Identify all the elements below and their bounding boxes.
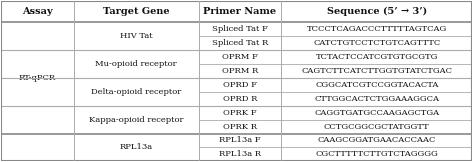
Bar (0, 133, 472, 147)
Text: Target Gene: Target Gene (103, 7, 170, 16)
Bar (0, 1, 472, 22)
Text: RPL13a: RPL13a (120, 143, 153, 151)
Bar (0, 106, 472, 120)
Text: TCTACTCCATCGTGTGCGTG: TCTACTCCATCGTGTGCGTG (316, 53, 438, 61)
Text: OPRK F: OPRK F (223, 109, 257, 117)
Bar (0, 36, 472, 50)
Text: TCCCTCAGACCCTTTTTAGTCAG: TCCCTCAGACCCTTTTTAGTCAG (307, 25, 447, 33)
Text: CAGTCTTCATCTTGGTGTATCTGAC: CAGTCTTCATCTTGGTGTATCTGAC (301, 67, 452, 75)
Text: CATCTGTCCTCTGTCAGTTTC: CATCTGTCCTCTGTCAGTTTC (313, 39, 440, 47)
Text: RPL13a F: RPL13a F (219, 136, 261, 145)
Bar (0, 78, 472, 92)
Text: Spliced Tat R: Spliced Tat R (212, 39, 268, 47)
Bar (0, 92, 472, 106)
Text: RT-qPCR: RT-qPCR (18, 74, 56, 82)
Text: RPL13a R: RPL13a R (219, 150, 261, 158)
Text: CAGGTGATGCCAAGAGCTGA: CAGGTGATGCCAAGAGCTGA (314, 109, 439, 117)
Bar (0, 22, 472, 36)
Text: CAAGCGGATGAACACCAAC: CAAGCGGATGAACACCAAC (318, 136, 436, 145)
Bar (0, 147, 472, 161)
Text: Primer Name: Primer Name (203, 7, 276, 16)
Text: Delta-opioid receptor: Delta-opioid receptor (91, 88, 182, 96)
Text: HIV Tat: HIV Tat (120, 32, 153, 40)
Text: Sequence (5’ → 3’): Sequence (5’ → 3’) (327, 7, 427, 16)
Text: OPRM R: OPRM R (222, 67, 258, 75)
Text: OPRK R: OPRK R (223, 123, 257, 131)
Text: Spliced Tat F: Spliced Tat F (212, 25, 268, 33)
Text: OPRD R: OPRD R (223, 95, 257, 103)
Bar (0, 50, 472, 64)
Text: CTTGGCACTCTGGAAAGGCA: CTTGGCACTCTGGAAAGGCA (314, 95, 439, 103)
Text: OPRM F: OPRM F (222, 53, 258, 61)
Text: CGCTTTTTCTTGTCTAGGGG: CGCTTTTTCTTGTCTAGGGG (315, 150, 438, 158)
Text: CCTGCGGCGCTATGGTT: CCTGCGGCGCTATGGTT (324, 123, 429, 131)
Text: Kappa-opioid receptor: Kappa-opioid receptor (89, 116, 183, 124)
Bar (0, 64, 472, 78)
Text: Mu-opioid receptor: Mu-opioid receptor (95, 60, 177, 68)
Text: Assay: Assay (22, 7, 53, 16)
Text: CGGCATCGTCCGGTACACTA: CGGCATCGTCCGGTACACTA (315, 81, 438, 89)
Text: OPRD F: OPRD F (223, 81, 257, 89)
Bar (0, 120, 472, 133)
